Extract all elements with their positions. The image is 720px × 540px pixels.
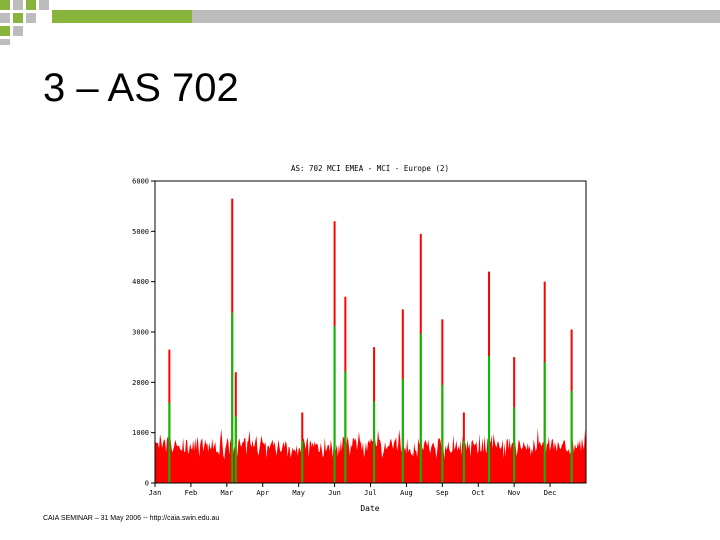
decor-square [0,0,10,10]
decor-square [13,26,23,36]
x-tick-label-7: Aug [400,489,413,497]
slide-corner-decoration [0,0,720,45]
y-tick-label-3: 3000 [132,329,149,337]
x-tick-label-8: Sep [436,489,449,497]
x-tick-label-11: Dec [544,489,557,497]
y-tick-label-1: 1000 [132,429,149,437]
traffic-chart: AS: 702 MCI EMEA - MCI - Europe (2) Date… [132,164,587,513]
y-axis: 0 1000 2000 3000 4000 5000 6000 [132,178,155,488]
decor-square [0,26,10,36]
decor-square [13,13,23,23]
y-tick-label-2: 2000 [132,379,149,387]
x-tick-label-1: Feb [185,489,198,497]
x-tick-label-6: Jul [364,489,377,497]
y-tick-label-6: 6000 [132,178,149,186]
y-tick-label-5: 5000 [132,228,149,236]
x-tick-label-4: May [292,489,305,497]
chart-title: AS: 702 MCI EMEA - MCI - Europe (2) [291,164,449,173]
decor-square [26,13,36,23]
x-axis: Jan Feb Mar Apr May Jun Jul Aug Sep Oct Nov Dec [149,483,557,497]
total-traffic-area [155,427,586,483]
decor-square [26,0,36,10]
y-tick-label-0: 0 [145,480,149,488]
x-tick-label-5: Jun [328,489,341,497]
decor-square [13,0,23,10]
decor-square [39,0,49,10]
decor-bar-green [52,10,192,23]
decor-bar-gray [192,10,720,23]
x-axis-label: Date [360,504,379,513]
decor-squares [0,0,49,45]
chart-container: AS: 702 MCI EMEA - MCI - Europe (2) Date… [100,150,600,520]
y-tick-label-4: 4000 [132,278,149,286]
x-tick-label-3: Apr [256,489,269,497]
x-tick-label-2: Mar [221,489,234,497]
decor-square [0,13,10,23]
spike-marks [168,198,573,483]
slide-footer: CAIA SEMINAR – 31 May 2006 -- http://cai… [43,515,220,522]
x-tick-label-9: Oct [472,489,485,497]
x-tick-label-10: Nov [508,489,521,497]
plot-frame [154,180,587,484]
total-series [155,427,586,483]
page-title: 3 – AS 702 [43,66,239,110]
x-tick-label-0: Jan [149,489,162,497]
decor-square [0,39,10,45]
